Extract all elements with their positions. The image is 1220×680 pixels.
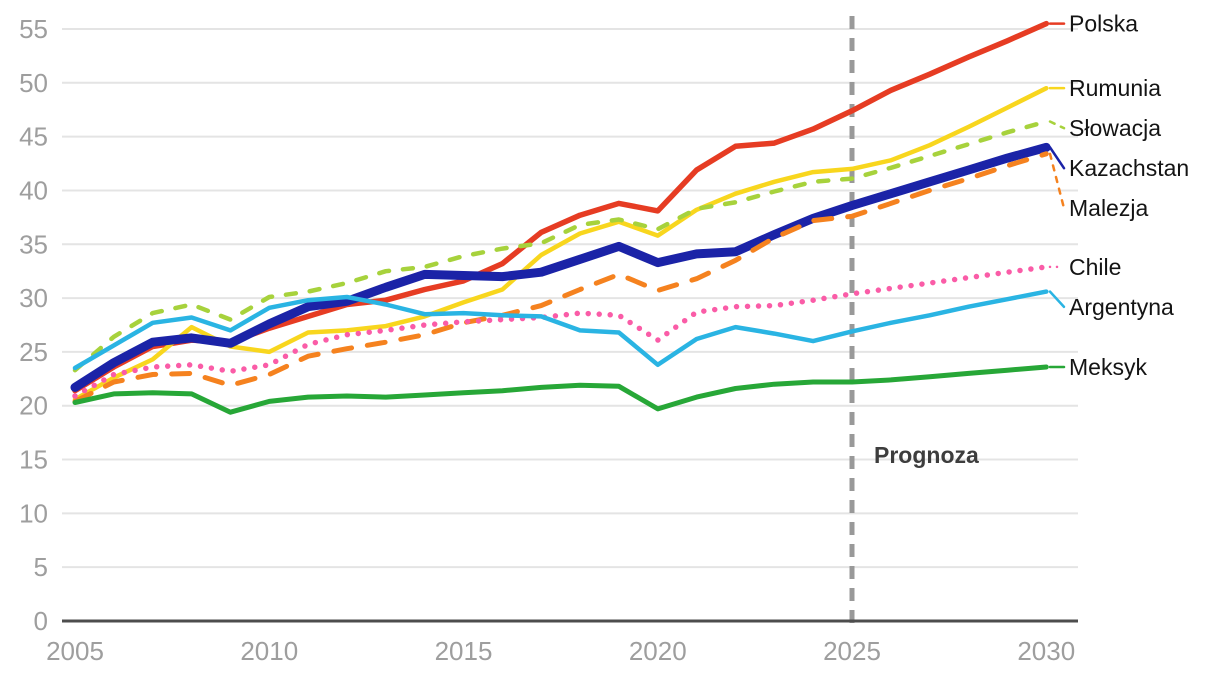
x-tick-label: 2010 [240,636,298,666]
y-tick-label: 25 [19,337,48,367]
series-line-meksyk [72,364,1049,415]
series-label-rumunia: Rumunia [1069,75,1161,101]
y-tick-label: 0 [34,606,48,636]
y-tick-label: 20 [19,391,48,421]
series-leader-słowacja [1048,120,1066,130]
x-tick-label: 2005 [46,636,104,666]
series-line-kazachstan [70,142,1051,392]
x-tick-label: 2030 [1017,636,1075,666]
series-label-polska: Polska [1069,11,1138,37]
series-label-kazachstan: Kazachstan [1069,155,1189,181]
x-tick-label: 2020 [629,636,687,666]
y-tick-label: 45 [19,122,48,152]
x-tick-label: 2025 [823,636,881,666]
series-line-malezja [72,151,1049,404]
y-tick-label: 30 [19,283,48,313]
series-leader-argentyna [1048,290,1066,309]
x-tick-label: 2015 [435,636,493,666]
series-leader-malezja [1048,152,1066,210]
forecast-label: Prognoza [874,442,979,468]
y-tick-label: 15 [19,445,48,475]
series-label-argentyna: Argentyna [1069,294,1174,320]
y-tick-label: 35 [19,229,48,259]
series-line-argentyna [72,289,1049,371]
series-line-rumunia [72,85,1049,402]
series-label-malezja: Malezja [1069,195,1148,221]
series-leader-kazachstan [1048,146,1066,170]
series-label-chile: Chile [1069,254,1121,280]
y-tick-label: 40 [19,175,48,205]
y-tick-label: 10 [19,498,48,528]
y-tick-label: 55 [19,14,48,44]
series-line-polska [72,20,1050,394]
series-label-słowacja: Słowacja [1069,115,1161,141]
y-tick-label: 50 [19,68,48,98]
series-label-meksyk: Meksyk [1069,354,1147,380]
y-tick-label: 5 [34,552,48,582]
